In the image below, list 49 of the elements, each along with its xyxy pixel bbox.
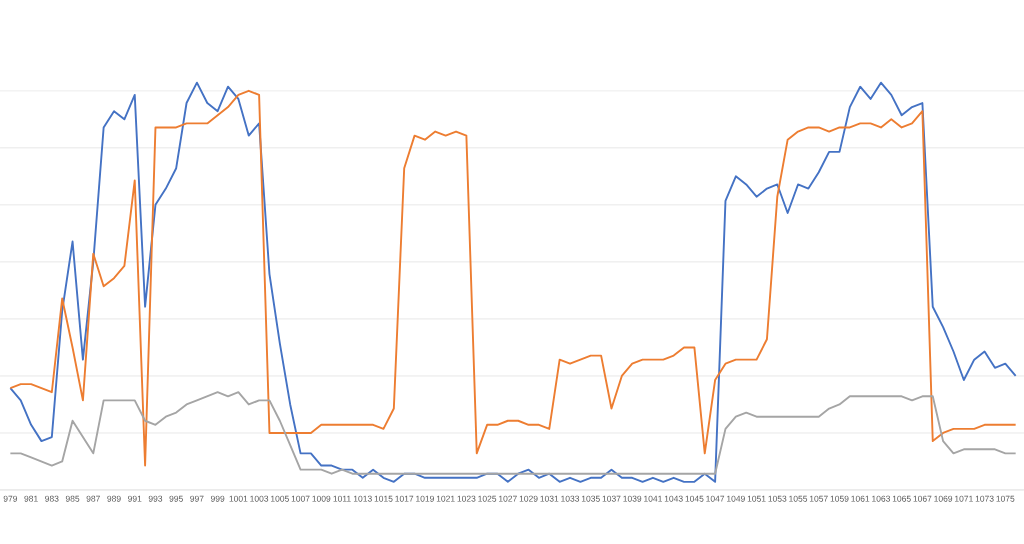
x-tick-label: 1027 [499, 495, 517, 502]
x-tick-label: 1005 [271, 495, 289, 502]
x-tick-label: 979 [3, 495, 18, 502]
x-tick-label: 1061 [851, 495, 870, 502]
x-tick-label: 1007 [291, 495, 310, 502]
x-tick-label: 1023 [457, 495, 476, 502]
x-tick-label: 1065 [892, 495, 911, 502]
x-tick-label: 1055 [789, 495, 808, 502]
x-tick-label: 985 [65, 495, 80, 502]
x-tick-label: 1041 [644, 495, 662, 502]
x-tick-label: 1047 [706, 495, 725, 502]
x-tick-label: 999 [210, 495, 225, 502]
x-tick-label: 1069 [934, 495, 953, 502]
x-tick-label: 1073 [975, 495, 994, 502]
x-tick-label: 1075 [996, 495, 1015, 502]
x-tick-label: 1045 [685, 495, 704, 502]
x-tick-label: 1063 [872, 495, 891, 502]
x-tick-label: 1037 [602, 495, 621, 502]
x-tick-label: 1051 [747, 495, 766, 502]
x-tick-label: 1039 [623, 495, 642, 502]
x-tick-label: 1057 [809, 495, 828, 502]
x-tick-label: 1031 [540, 495, 559, 502]
x-tick-label: 1021 [436, 495, 455, 502]
x-tick-label: 1015 [374, 495, 393, 502]
x-tick-label: 1059 [830, 495, 849, 502]
x-tick-label: 1019 [416, 495, 434, 502]
x-tick-label: 1011 [333, 495, 351, 502]
x-tick-label: 1043 [664, 495, 683, 502]
x-tick-label: 981 [24, 495, 38, 502]
x-tick-label: 1033 [561, 495, 580, 502]
x-tick-label: 1067 [913, 495, 932, 502]
x-tick-label: 1009 [312, 495, 331, 502]
x-tick-label: 1017 [395, 495, 414, 502]
x-tick-label: 1053 [768, 495, 787, 502]
x-tick-label: 1035 [581, 495, 600, 502]
x-tick-label: 1013 [353, 495, 372, 502]
x-tick-label: 983 [45, 495, 59, 502]
x-tick-label: 987 [86, 495, 100, 502]
x-tick-label: 1025 [478, 495, 497, 502]
x-tick-label: 991 [128, 495, 142, 502]
x-tick-label: 1071 [955, 495, 973, 502]
x-tick-label: 1003 [250, 495, 269, 502]
x-tick-label: 997 [190, 495, 204, 502]
x-tick-label: 995 [169, 495, 183, 502]
x-tick-label: 1001 [229, 495, 248, 502]
x-tick-label: 993 [148, 495, 163, 502]
x-tick-label: 1029 [519, 495, 538, 502]
x-tick-label: 1049 [727, 495, 745, 502]
x-tick-label: 989 [107, 495, 121, 502]
